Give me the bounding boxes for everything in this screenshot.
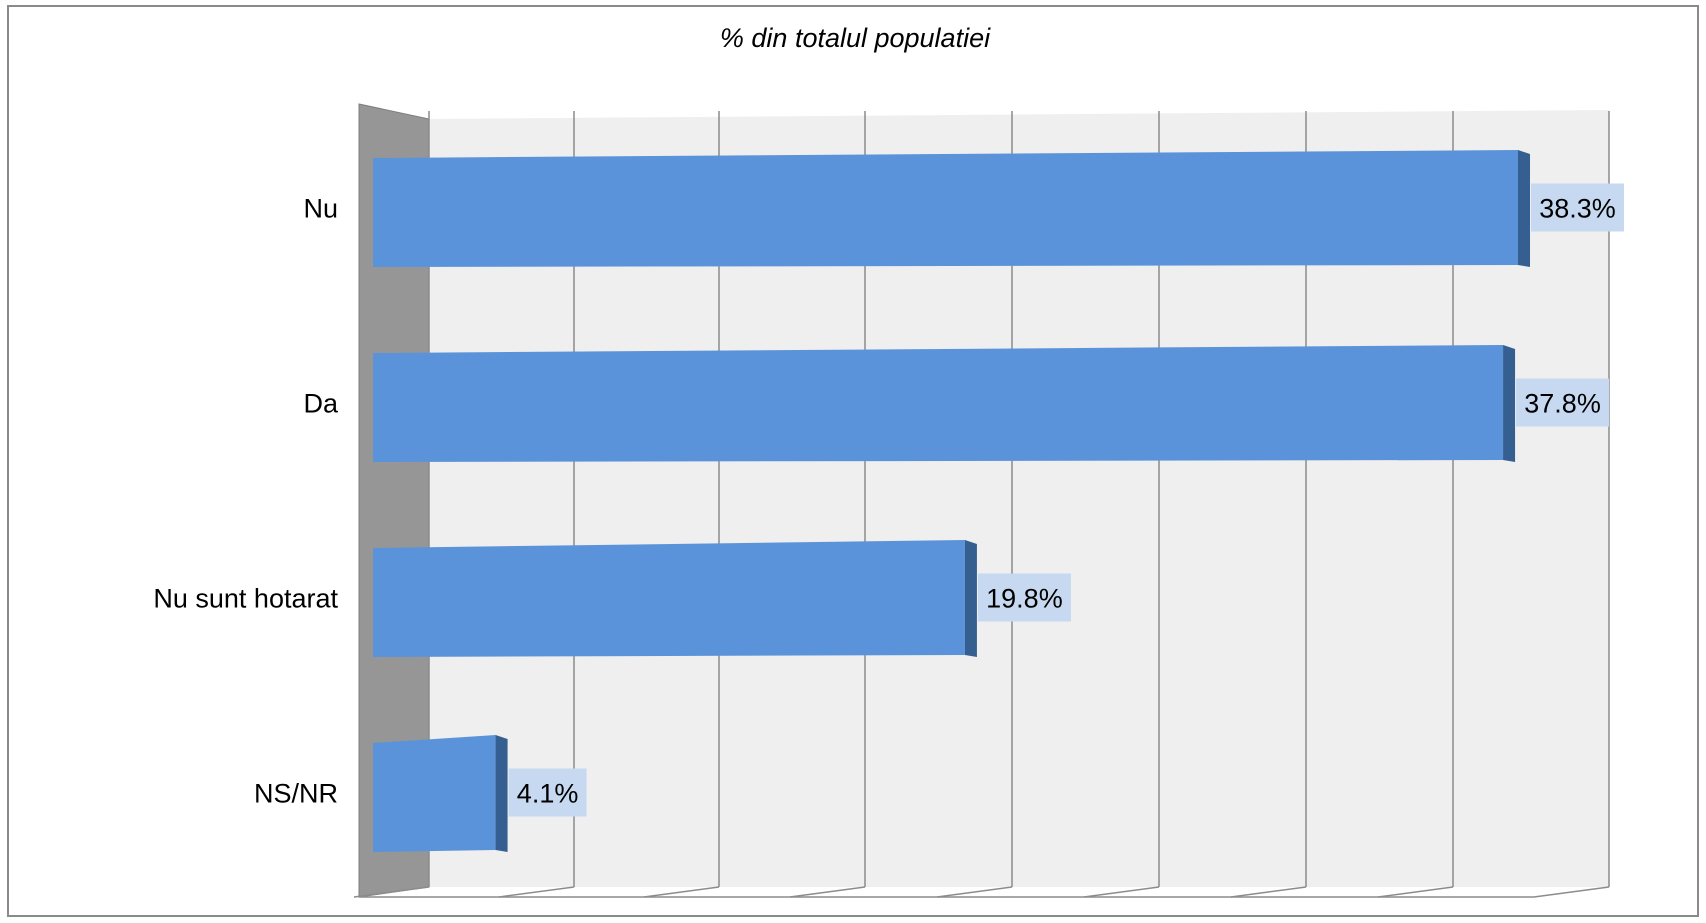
bar-side — [495, 735, 508, 852]
bar — [373, 735, 496, 852]
floor-tick — [789, 886, 866, 898]
bars — [373, 150, 1530, 852]
floor-tick — [1533, 886, 1610, 898]
category-label: Nu — [303, 194, 338, 224]
bar-side — [1518, 150, 1530, 267]
value-label-bg — [508, 768, 587, 817]
bar-side — [964, 540, 977, 657]
floor-tick — [1230, 886, 1307, 898]
floor-tick — [936, 886, 1013, 898]
labels: Nu 38.3% Da 37.8% Nu sunt hotarat 19.8% NS/NR 4… — [153, 183, 1624, 817]
back-wall — [429, 110, 1609, 887]
chart-plot: Nu 38.3% Da 37.8% Nu sunt hotarat 19.8% NS/NR 4… — [153, 103, 1624, 898]
category-label: Nu sunt hotarat — [153, 584, 338, 614]
value-label-bg — [1516, 378, 1610, 427]
value-label-bg — [1531, 183, 1624, 232]
chart-title: % din totalul populatiei — [719, 23, 991, 53]
value-label: 38.3% — [1539, 194, 1616, 224]
value-label: 37.8% — [1524, 389, 1601, 419]
bar-side — [1503, 345, 1516, 462]
value-label: 4.1% — [517, 779, 579, 809]
bar — [373, 540, 965, 657]
floor-tick — [1377, 886, 1454, 898]
value-label: 19.8% — [986, 584, 1063, 614]
floor-tick — [498, 886, 575, 898]
floor-tick — [643, 886, 720, 898]
category-label: Da — [303, 389, 338, 419]
value-label-bg — [977, 573, 1071, 622]
chart-frame: % din totalul populatiei Nu 38.3% Da 37.8% N… — [7, 5, 1699, 917]
bar — [373, 345, 1504, 462]
floor-tick — [353, 886, 430, 898]
floor-tick — [1083, 886, 1160, 898]
bar — [373, 150, 1518, 267]
category-label: NS/NR — [254, 779, 338, 809]
